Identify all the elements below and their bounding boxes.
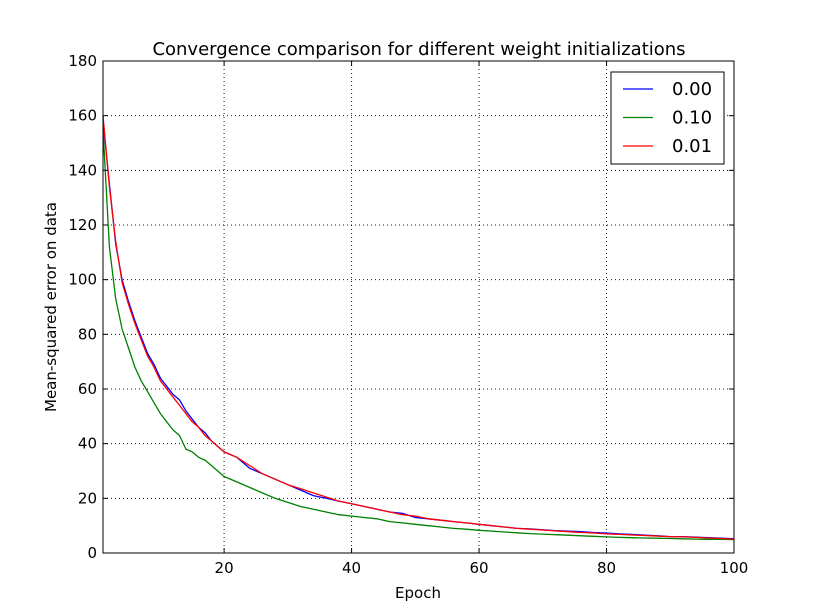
- series-lines: [102, 115, 735, 541]
- legend-label: 0.00: [672, 79, 712, 100]
- y-tick-label: 40: [78, 435, 97, 453]
- axis-ticks: 20 40 60 80 100 0 20 40 60 80 100 120 140 160 180: [68, 52, 748, 577]
- x-tick-label: 40: [342, 559, 361, 577]
- y-tick-label: 0: [87, 544, 97, 562]
- y-tick-label: 60: [78, 380, 97, 398]
- series-line-1: [102, 129, 735, 541]
- y-tick-label: 20: [78, 489, 97, 507]
- series-line-0: [102, 121, 735, 540]
- x-axis-label: Epoch: [395, 584, 441, 602]
- plot-frame: [102, 60, 735, 554]
- x-tick-label: 60: [470, 559, 489, 577]
- chart-title: Convergence comparison for different wei…: [152, 39, 685, 60]
- y-tick-label: 120: [68, 216, 97, 234]
- y-axis-label: Mean-squared error on data: [42, 202, 60, 412]
- y-tick-label: 160: [68, 107, 97, 125]
- x-tick-label: 20: [215, 559, 234, 577]
- legend-label: 0.01: [672, 136, 712, 157]
- y-tick-label: 180: [68, 52, 97, 70]
- x-tick-label: 100: [720, 559, 749, 577]
- y-tick-label: 80: [78, 325, 97, 343]
- legend-label: 0.10: [672, 108, 712, 129]
- y-tick-label: 100: [68, 271, 97, 289]
- series-line-2: [102, 115, 735, 540]
- legend: 0.00 0.10 0.01: [610, 71, 725, 165]
- x-tick-label: 80: [597, 559, 616, 577]
- y-tick-label: 140: [68, 161, 97, 179]
